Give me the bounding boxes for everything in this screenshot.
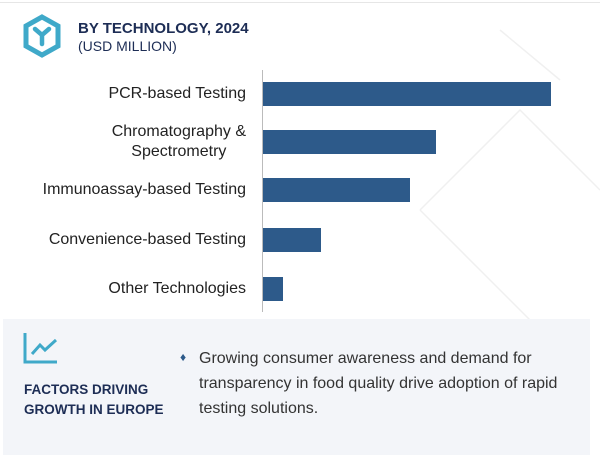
- bar-1: [263, 130, 436, 154]
- factors-title: FACTORS DRIVING GROWTH IN EUROPE: [24, 382, 164, 417]
- bar-4: [263, 277, 284, 301]
- category-label: PCR-based Testing: [108, 85, 246, 102]
- chart-subtitle: (USD MILLION): [78, 38, 177, 54]
- growth-chart-icon: [23, 333, 58, 364]
- diamond-bullet-icon: ♦: [180, 350, 187, 364]
- y-axis: [262, 70, 263, 312]
- bar-3: [263, 228, 321, 252]
- category-label: Chromatography & Spectrometry: [111, 123, 246, 160]
- category-label: Immunoassay-based Testing: [42, 181, 246, 198]
- cube-icon: [23, 14, 61, 58]
- top-border: [0, 2, 600, 3]
- bar-0: [263, 82, 551, 106]
- factors-panel: [3, 319, 590, 455]
- bar-2: [263, 178, 410, 202]
- chart-title: BY TECHNOLOGY, 2024: [78, 20, 249, 37]
- category-label: Other Technologies: [108, 280, 246, 297]
- factors-text: Growing consumer awareness and demand fo…: [199, 350, 558, 417]
- category-label: Convenience-based Testing: [48, 231, 246, 248]
